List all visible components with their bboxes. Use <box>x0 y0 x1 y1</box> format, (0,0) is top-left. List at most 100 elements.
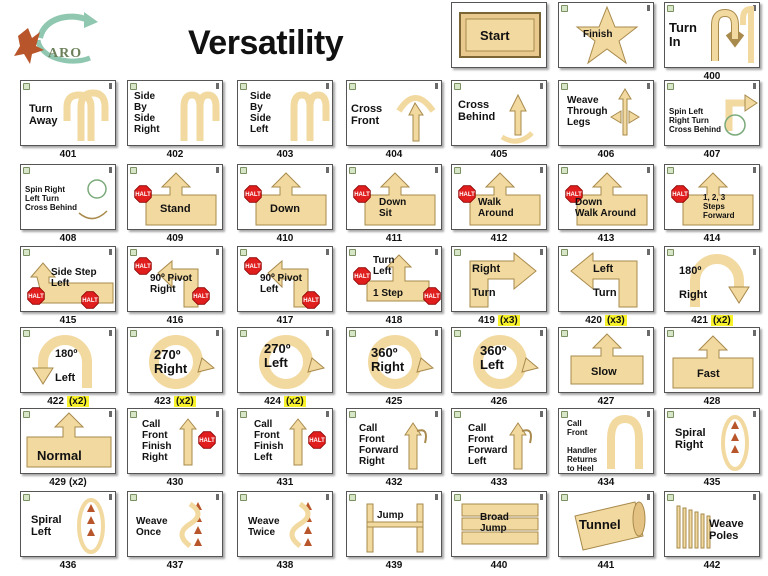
sign-number-text: 423 <box>154 396 171 407</box>
sign-corner-mark-icon <box>435 83 438 89</box>
halt-sign-icon <box>198 431 216 449</box>
sign-card-430[interactable]: HALT Call Front Finish Right <box>127 408 223 474</box>
sign-card-409[interactable]: HALT Stand <box>127 164 223 230</box>
sign-number: 406 <box>558 149 654 160</box>
sign-card-400[interactable]: Turn In <box>664 2 760 68</box>
halt-sign-icon <box>244 257 262 275</box>
sign-card-411[interactable]: HALT Down Sit <box>346 164 442 230</box>
sign-card-403[interactable]: Side By Side Left <box>237 80 333 146</box>
sign-card-405[interactable]: Cross Behind <box>451 80 547 146</box>
sign-card-426[interactable]: 360º Left <box>451 327 547 393</box>
sign-card-408[interactable]: Spin Right Left Turn Cross Behind <box>20 164 116 230</box>
sign-card-413[interactable]: HALT Down Walk Around <box>558 164 654 230</box>
sign-arrow-graphic: HALT <box>244 172 327 226</box>
sign-number-text: 424 <box>264 396 281 407</box>
sign-card-421[interactable]: 180º Right <box>664 246 760 312</box>
sign-number: 440 <box>451 560 547 571</box>
sign-label: Side By Side Left <box>250 91 271 135</box>
sign-card-417[interactable]: HALT HALT 90º Pivot Left <box>237 246 333 312</box>
sign-card-435[interactable]: Spiral Right <box>664 408 760 474</box>
sign-number: 418 <box>346 315 442 326</box>
sign-number-text: 435 <box>703 477 721 488</box>
sign-number: 400 <box>664 71 760 82</box>
sign-card-420[interactable]: Left Turn <box>558 246 654 312</box>
sign-corner-mark-icon <box>216 494 219 500</box>
sign-card-406[interactable]: Weave Through Legs <box>558 80 654 146</box>
sign-card-437[interactable]: Weave Once <box>127 491 223 557</box>
sign-corner-icon <box>454 494 461 501</box>
sign-card-401[interactable]: Turn Away <box>20 80 116 146</box>
sign-corner-icon <box>667 167 674 174</box>
sign-corner-mark-icon <box>753 330 756 336</box>
sign-label-text: Side Step Left <box>51 267 97 289</box>
sign-card-429[interactable]: Normal <box>20 408 116 474</box>
sign-number: 402 <box>127 149 223 160</box>
sign-label-text: 1, 2, 3 Steps Forward <box>703 193 735 220</box>
sign-label-text: Turn In <box>669 20 697 49</box>
sign-card-418[interactable]: HALT HALT Turn Left 1 Step <box>346 246 442 312</box>
sign-corner-icon <box>561 330 568 337</box>
sign-card-404[interactable]: Cross Front <box>346 80 442 146</box>
sign-arrow-graphic <box>32 335 92 388</box>
sign-card-428[interactable]: Fast <box>664 327 760 393</box>
sign-card-423[interactable]: 270º Right <box>127 327 223 393</box>
sign-number-text: 406 <box>597 149 615 160</box>
sign-corner-icon <box>667 494 674 501</box>
sign-number: 427 <box>558 396 654 407</box>
halt-label: HALT <box>672 192 688 198</box>
sign-card-439[interactable]: Jump <box>346 491 442 557</box>
halt-label: HALT <box>245 264 261 270</box>
sign-number: 438 <box>237 560 333 571</box>
sign-number: 408 <box>20 233 116 244</box>
sign-corner-mark-icon <box>540 249 543 255</box>
sign-card-414[interactable]: HALT 1, 2, 3 Steps Forward <box>664 164 760 230</box>
sign-card-407[interactable]: Spin Left Right Turn Cross Behind <box>664 80 760 146</box>
sign-number-text: 403 <box>276 149 294 160</box>
sign-card-436[interactable]: Spiral Left <box>20 491 116 557</box>
sign-card-402[interactable]: Side By Side Right <box>127 80 223 146</box>
sign-corner-mark-icon <box>109 167 112 173</box>
sign-label-text: 90º Pivot Left <box>260 273 303 295</box>
sign-label-text: Normal <box>37 448 82 463</box>
sign-corner-mark-icon <box>109 411 112 417</box>
sign-card-start[interactable]: Start <box>451 2 547 68</box>
sign-label-text: Tunnel <box>579 517 621 532</box>
sign-corner-mark-icon <box>540 83 543 89</box>
sign-corner-icon <box>349 494 356 501</box>
sign-card-422[interactable]: 180º Left <box>20 327 116 393</box>
sign-card-427[interactable]: Slow <box>558 327 654 393</box>
sign-label-text: Jump <box>377 510 404 521</box>
sign-arrow-graphic: HALT HALT <box>244 257 320 309</box>
halt-sign-icon <box>353 185 371 203</box>
sign-arrow-graphic <box>396 95 436 142</box>
sign-arrow-graphic <box>570 251 638 308</box>
sign-card-410[interactable]: HALT Down <box>237 164 333 230</box>
sign-card-433[interactable]: Call Front Forward Left <box>451 408 547 474</box>
sign-card-425[interactable]: 360º Right <box>346 327 442 393</box>
sign-card-441[interactable]: Tunnel <box>558 491 654 557</box>
sign-card-412[interactable]: HALT Walk Around <box>451 164 547 230</box>
sign-card-434[interactable]: Call Front Handler Returns to Heel <box>558 408 654 474</box>
sign-card-432[interactable]: Call Front Forward Right <box>346 408 442 474</box>
sign-label-text: Fast <box>697 368 720 380</box>
sign-label: Call Front Finish Right <box>142 419 171 463</box>
sign-arrow-graphic <box>575 5 639 65</box>
sign-corner-mark-icon <box>540 330 543 336</box>
sign-card-424[interactable]: 270º Left <box>237 327 333 393</box>
sign-corner-mark-icon <box>435 249 438 255</box>
sign-card-415[interactable]: HALT HALT Side Step Left <box>20 246 116 312</box>
sign-card-416[interactable]: HALT HALT 90º Pivot Right <box>127 246 223 312</box>
sign-number-text: 440 <box>490 560 508 571</box>
sign-card-finish[interactable]: Finish <box>558 2 654 68</box>
sign-label-text: Spin Right Left Turn Cross Behind <box>25 185 78 212</box>
sign-card-442[interactable]: Weave Poles <box>664 491 760 557</box>
sign-number-text: 421 <box>691 315 708 326</box>
sign-corner-mark-icon <box>326 411 329 417</box>
sign-card-431[interactable]: HALT Call Front Finish Left <box>237 408 333 474</box>
sign-card-440[interactable]: Broad Jump <box>451 491 547 557</box>
sign-corner-icon <box>667 5 674 12</box>
sign-card-419[interactable]: Right Turn <box>451 246 547 312</box>
sign-arrow-graphic: HALT <box>353 172 436 226</box>
sign-card-438[interactable]: Weave Twice <box>237 491 333 557</box>
sign-corner-mark-icon <box>647 249 650 255</box>
